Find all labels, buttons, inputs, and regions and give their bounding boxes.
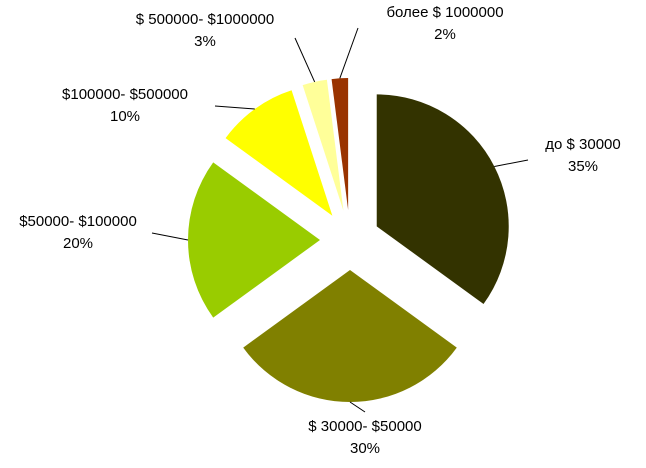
slice-value-label: 20% [63, 235, 93, 252]
slice-label: $100000- $500000 [62, 86, 188, 103]
leader-line [494, 159, 529, 167]
slice-label: $50000- $100000 [19, 213, 137, 230]
slice-value-label: 35% [568, 158, 598, 175]
slice-label: до $ 30000 [545, 136, 620, 153]
pie-slice [331, 78, 349, 211]
slice-label: более $ 1000000 [386, 4, 503, 21]
slice-label: $ 30000- $50000 [308, 418, 421, 435]
slice-value-label: 10% [110, 108, 140, 125]
leader-line [151, 232, 189, 241]
slice-value-label: 3% [194, 33, 216, 50]
leader-line [294, 37, 316, 83]
leader-line [349, 401, 366, 413]
slice-value-label: 30% [350, 440, 380, 457]
pie-slice [188, 162, 320, 318]
pie-slice [376, 94, 509, 304]
leader-line [214, 105, 255, 110]
slice-value-label: 2% [434, 26, 456, 43]
leader-line [339, 27, 359, 79]
slice-label: $ 500000- $1000000 [136, 11, 274, 28]
pie-slice [243, 270, 457, 402]
pie-slice [302, 79, 344, 211]
pie-slice [225, 90, 333, 216]
